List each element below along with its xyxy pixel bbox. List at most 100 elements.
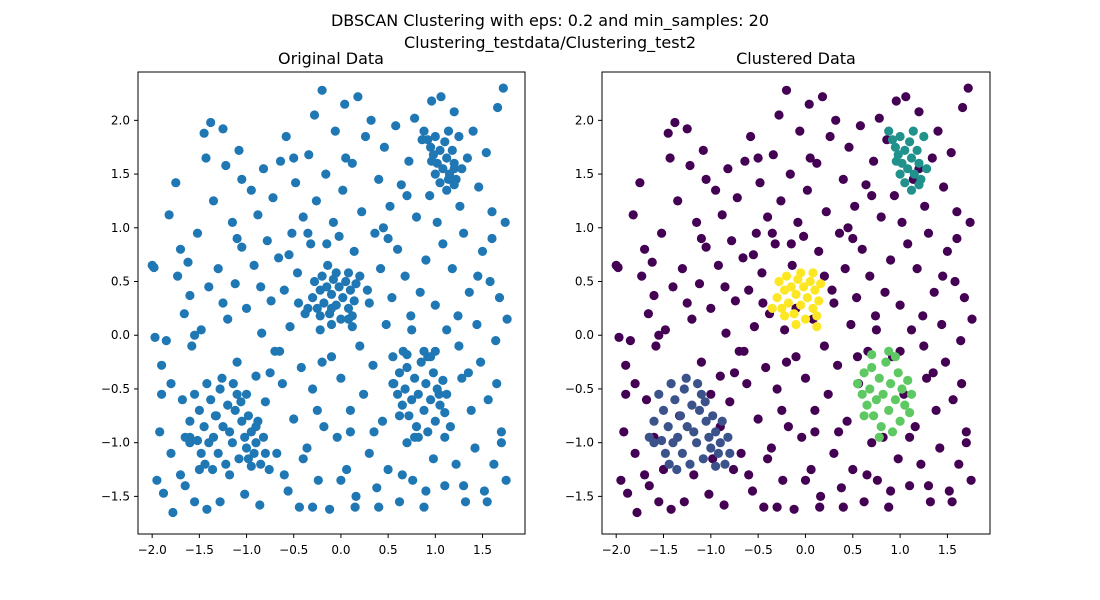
scatter-point-original-noise	[218, 298, 228, 308]
scatter-point-clustered-cluster-1	[908, 126, 918, 136]
scatter-point-original-noise	[378, 223, 388, 233]
scatter-point-original-cluster-1	[443, 126, 454, 136]
scatter-point-clustered-noise	[810, 427, 820, 437]
scatter-point-clustered-noise	[928, 368, 938, 378]
scatter-point-original-noise	[379, 142, 389, 152]
scatter-point-original-noise	[326, 352, 337, 362]
scatter-point-original-cluster-3	[322, 282, 332, 292]
scatter-point-original-noise	[284, 250, 294, 260]
scatter-point-original-noise	[258, 164, 269, 174]
scatter-point-clustered-cluster-3	[780, 311, 790, 321]
x-tick-label: 0.0	[331, 543, 350, 557]
scatter-point-original-noise	[381, 319, 391, 330]
scatter-point-clustered-cluster-0	[708, 411, 718, 421]
scatter-point-original-noise	[425, 191, 435, 201]
scatter-point-clustered-noise	[927, 153, 937, 163]
scatter-point-original-cluster-0	[206, 395, 216, 405]
scatter-point-original-noise	[274, 253, 284, 263]
scatter-point-original-noise	[289, 414, 299, 424]
scatter-point-clustered-cluster-1	[914, 180, 924, 190]
scatter-point-clustered-noise	[619, 427, 629, 437]
scatter-point-original-cluster-3	[317, 271, 327, 281]
scatter-point-clustered-cluster-0	[687, 400, 697, 410]
scatter-point-original-noise	[312, 405, 322, 415]
scatter-point-original-cluster-0	[251, 438, 261, 448]
y-tick-label: 0.5	[111, 275, 130, 289]
scatter-point-original-cluster-0	[202, 379, 212, 389]
scatter-point-original-noise	[283, 486, 293, 496]
x-axis-clustered: −2.0 −1.5 −1.0 −0.5 0.0 0.5 1.0 1.5	[602, 534, 957, 557]
scatter-point-original-noise	[402, 191, 412, 201]
scatter-point-original-cluster-3	[343, 268, 354, 278]
scatter-point-original-noise	[491, 336, 501, 346]
scatter-point-clustered-noise	[862, 470, 872, 480]
scatter-point-original-noise	[321, 169, 331, 179]
scatter-point-clustered-cluster-3	[816, 279, 826, 289]
scatter-point-clustered-cluster-2	[906, 389, 917, 399]
scatter-point-original-cluster-3	[315, 311, 325, 321]
scatter-point-clustered-cluster-2	[852, 379, 863, 389]
scatter-point-original-noise	[155, 427, 165, 437]
scatter-point-original-noise	[338, 185, 348, 195]
scatter-point-original-noise	[336, 475, 346, 485]
scatter-point-original-cluster-2	[394, 368, 405, 378]
scatter-point-original-cluster-0	[192, 435, 203, 446]
scatter-point-original-cluster-0	[208, 432, 219, 442]
scatter-point-original-cluster-0	[234, 454, 244, 464]
scatter-point-clustered-cluster-1	[914, 158, 924, 168]
scatter-point-clustered-cluster-2	[890, 395, 901, 405]
scatter-point-original-noise	[451, 459, 461, 469]
x-tick-label: 1.0	[426, 543, 445, 557]
scatter-point-original-cluster-2	[430, 416, 440, 426]
scatter-point-clustered-cluster-3	[808, 268, 818, 278]
scatter-point-original-noise	[309, 110, 320, 120]
scatter-point-original-cluster-0	[211, 411, 221, 421]
scatter-point-original-cluster-2	[419, 346, 429, 356]
scatter-point-original-cluster-2	[419, 405, 429, 415]
scatter-point-clustered-noise	[876, 212, 886, 222]
scatter-point-clustered-noise	[966, 475, 976, 485]
scatter-point-clustered-noise	[852, 293, 862, 303]
scatter-point-original-cluster-0	[232, 389, 242, 399]
scatter-point-original-noise	[427, 96, 437, 106]
scatter-point-original-noise	[349, 246, 359, 256]
scatter-point-original-cluster-2	[388, 379, 398, 389]
scatter-point-clustered-noise	[698, 145, 708, 155]
scatter-point-original-cluster-0	[237, 416, 247, 426]
scatter-point-original-noise	[468, 126, 478, 136]
scatter-point-clustered-noise	[810, 405, 820, 415]
scatter-point-original-noise	[387, 293, 397, 303]
scatter-point-original-noise	[256, 282, 266, 292]
scatter-point-clustered-noise	[670, 117, 680, 128]
scatter-point-original-noise	[251, 371, 261, 381]
scatter-point-original-noise	[357, 207, 367, 217]
scatter-point-clustered-cluster-3	[786, 282, 796, 292]
scatter-point-clustered-noise	[869, 156, 879, 166]
scatter-point-original-noise	[304, 150, 314, 160]
scatter-point-original-noise	[440, 481, 450, 491]
x-tick-label: 1.5	[938, 543, 957, 557]
scatter-point-clustered-noise	[800, 373, 811, 383]
scatter-point-clustered-noise	[783, 422, 794, 432]
scatter-point-clustered-cluster-2	[900, 400, 910, 410]
scatter-point-clustered-cluster-1	[909, 169, 919, 179]
scatter-point-original-noise	[330, 126, 340, 136]
scatter-point-original-cluster-1	[449, 180, 459, 190]
y-tick-label: −0.5	[101, 382, 130, 396]
scatter-point-clustered-cluster-0	[711, 427, 721, 437]
scatter-point-clustered-noise	[925, 497, 936, 507]
scatter-point-clustered-cluster-3	[767, 303, 777, 313]
scatter-point-original-noise	[302, 443, 312, 453]
scatter-point-original-noise	[464, 287, 474, 297]
scatter-point-original-noise	[496, 438, 506, 448]
scatter-point-clustered-cluster-2	[874, 373, 884, 383]
scatter-point-original-noise	[342, 464, 352, 475]
scatter-point-clustered-cluster-2	[869, 411, 879, 421]
scatter-point-clustered-noise	[723, 164, 733, 174]
scatter-point-original-noise	[393, 244, 403, 254]
scatter-point-clustered-cluster-1	[912, 145, 922, 155]
scatter-point-clustered-cluster-0	[657, 435, 667, 446]
scatter-point-clustered-noise	[844, 142, 854, 152]
scatter-point-clustered-cluster-0	[685, 459, 695, 469]
scatter-point-original-noise	[447, 264, 457, 274]
